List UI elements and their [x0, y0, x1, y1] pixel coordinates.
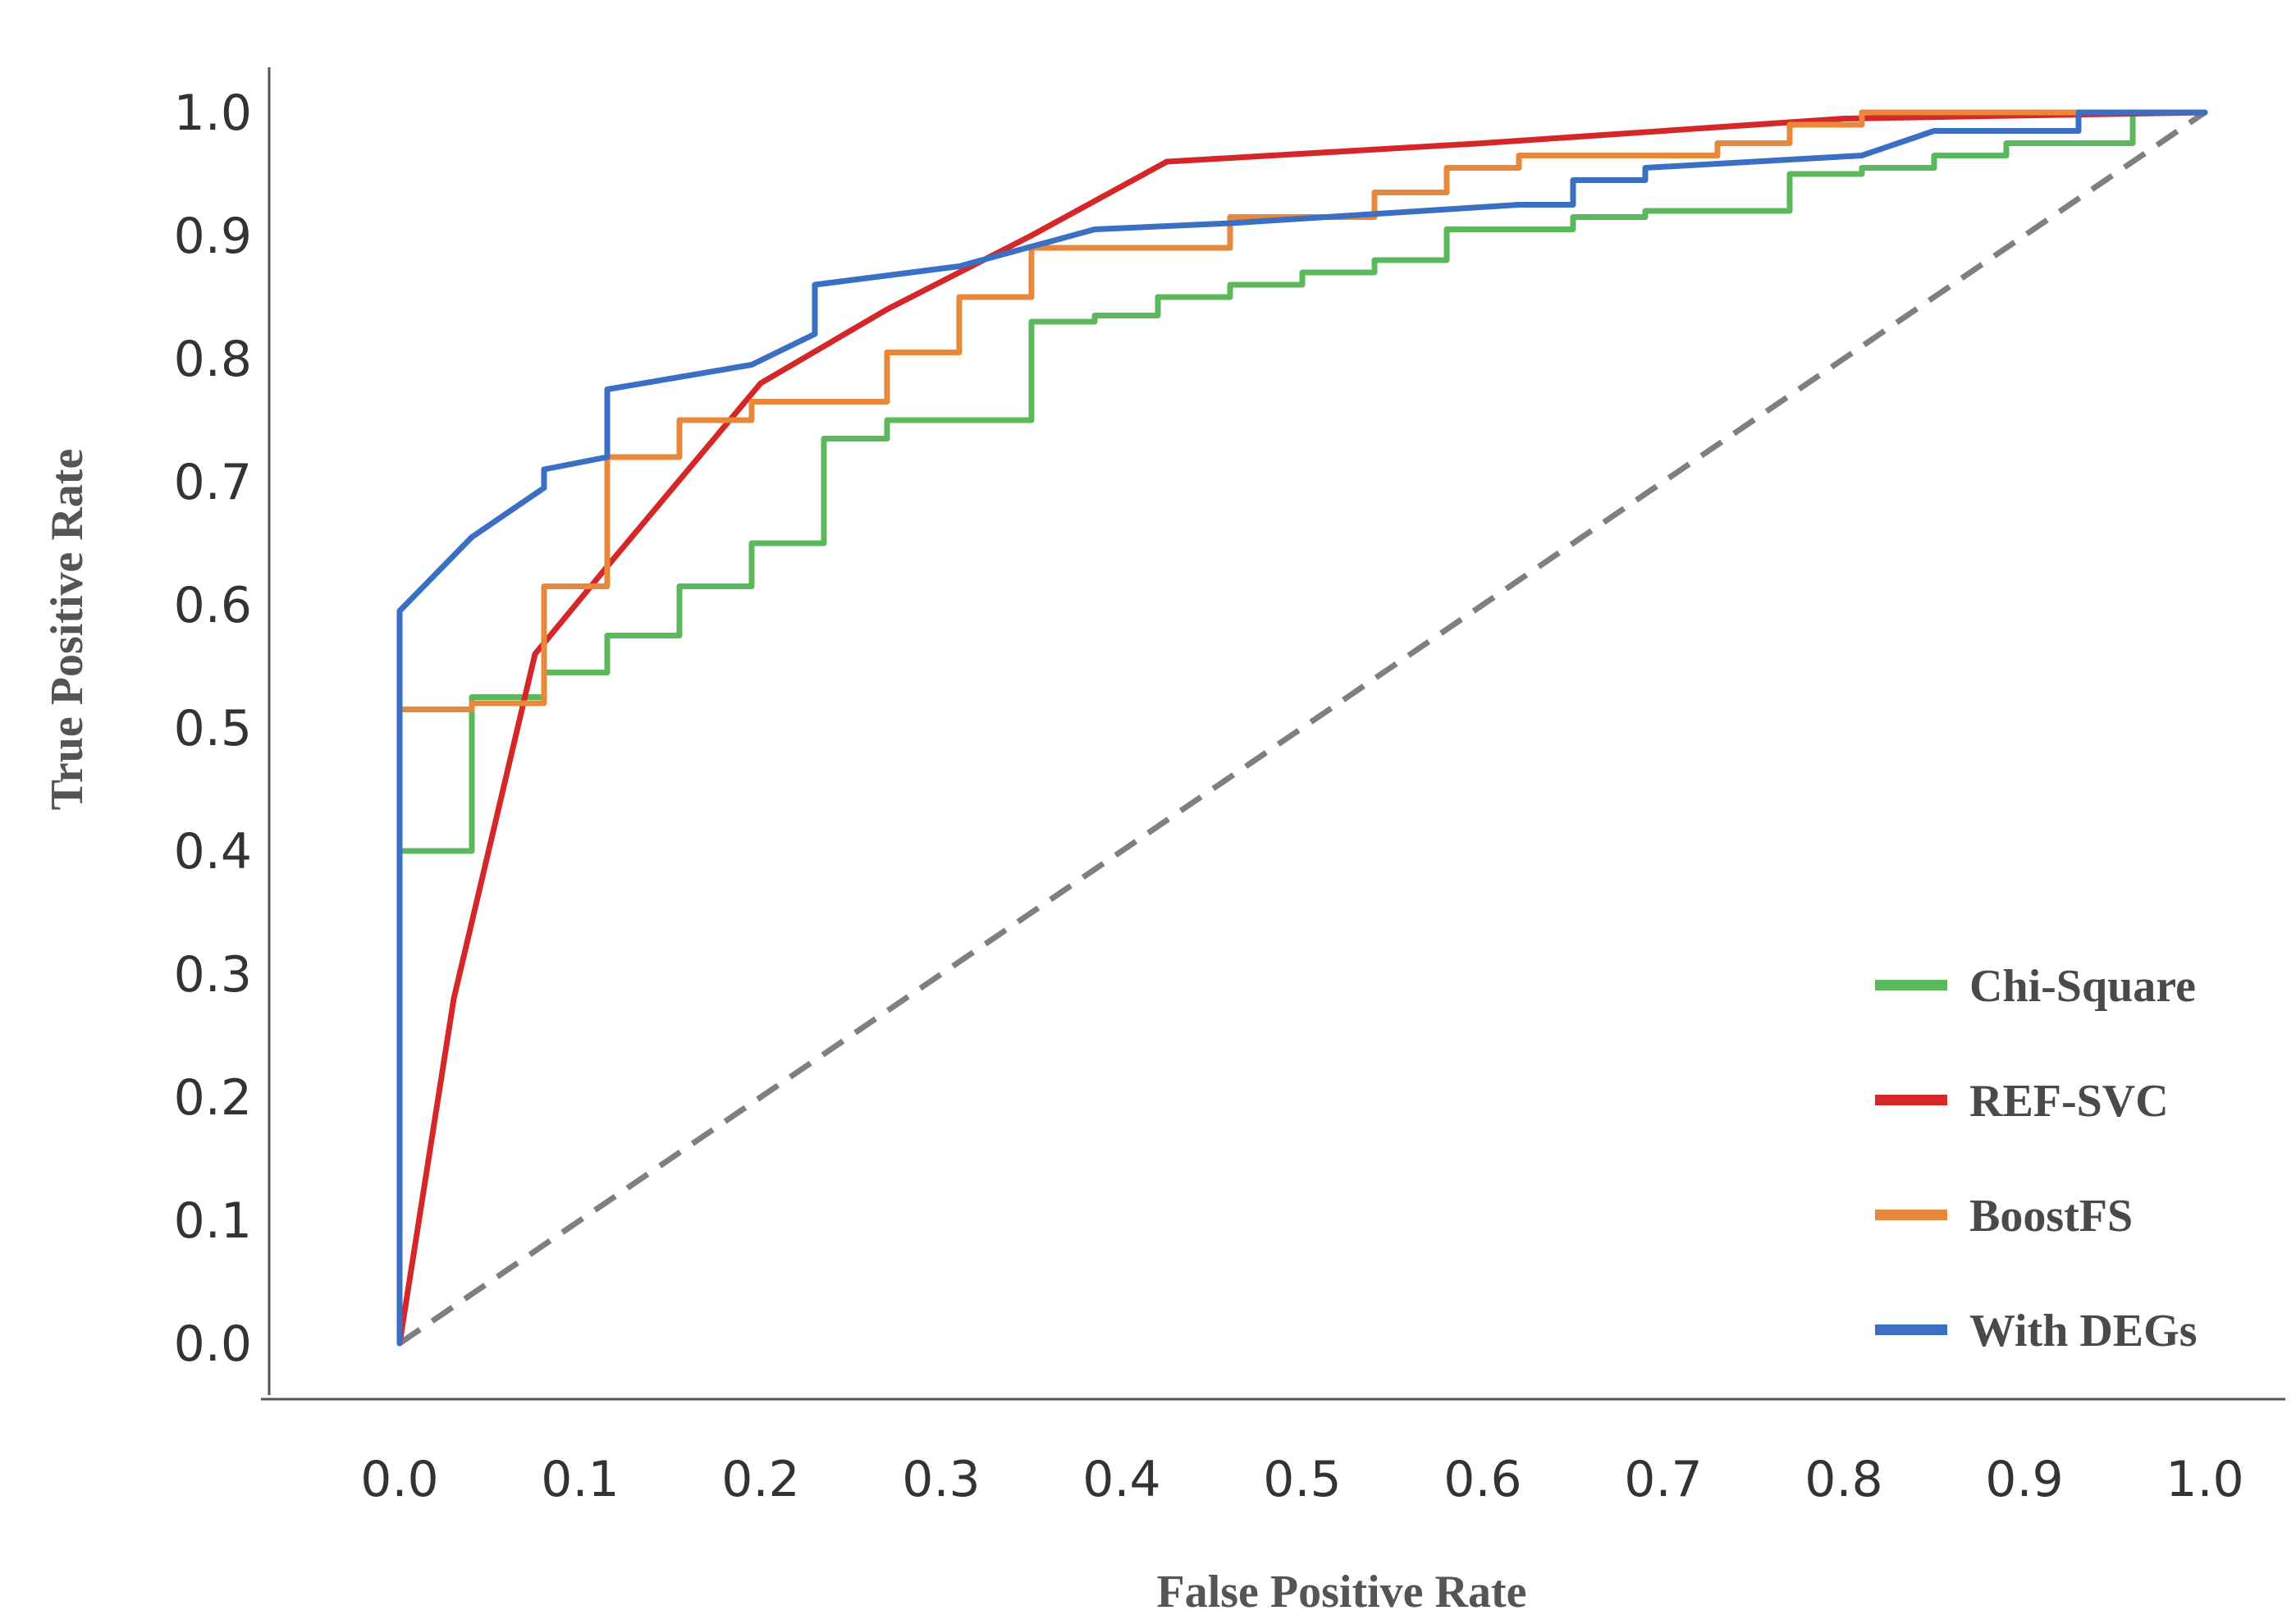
- x-tick-label: 0.2: [721, 1451, 799, 1508]
- legend-swatch-with-degs: [1875, 1324, 1947, 1335]
- legend-label-chi-square: Chi-Square: [1969, 961, 2196, 1012]
- reference-diagonal-line: [398, 110, 2207, 1346]
- legend-swatch-chi-square: [1875, 980, 1947, 990]
- x-tick-label: 0.7: [1624, 1451, 1702, 1508]
- x-tick-label: 0.1: [541, 1451, 619, 1508]
- legend-label-boostfs: BoostFS: [1969, 1191, 2133, 1242]
- x-tick-label: 0.9: [1985, 1451, 2063, 1508]
- series-group: [396, 109, 2208, 1347]
- x-axis-title: False Positive Rate: [1157, 1567, 1527, 1617]
- x-tick-label: 0.8: [1804, 1451, 1882, 1508]
- legend: Chi-Square REF-SVC BoostFS With DEGs: [1875, 961, 2197, 1356]
- x-tick-label: 1.0: [2166, 1451, 2243, 1508]
- y-tick-label: 0.4: [174, 823, 252, 881]
- y-tick-label: 0.1: [174, 1192, 252, 1250]
- series-line-boostfs: [396, 109, 2208, 1347]
- y-tick-label: 0.8: [174, 331, 252, 388]
- reference-line-group: [398, 110, 2207, 1346]
- legend-label-ref-svc: REF-SVC: [1969, 1076, 2169, 1127]
- series-line-ref-svc: [396, 109, 2208, 1347]
- y-tick-labels: 0.0 0.1 0.2 0.3 0.4 0.5 0.6 0.7 0.8 0.9 1.0: [174, 85, 252, 1373]
- y-tick-label: 0.0: [174, 1315, 252, 1373]
- x-tick-label: 0.5: [1263, 1451, 1341, 1508]
- series-line-chi-square: [396, 109, 2208, 1347]
- y-tick-label: 1.0: [174, 85, 252, 142]
- y-tick-label: 0.5: [174, 700, 252, 757]
- y-tick-label: 0.7: [174, 454, 252, 511]
- y-tick-label: 0.9: [174, 208, 252, 265]
- x-tick-labels: 0.0 0.1 0.2 0.3 0.4 0.5 0.6 0.7 0.8 0.9 1.0: [360, 1451, 2243, 1508]
- legend-swatch-boostfs: [1875, 1210, 1947, 1220]
- legend-swatch-ref-svc: [1875, 1095, 1947, 1105]
- x-tick-label: 0.4: [1082, 1451, 1160, 1508]
- y-tick-label: 0.3: [174, 946, 252, 1004]
- x-tick-label: 0.0: [360, 1451, 438, 1508]
- x-tick-label: 0.6: [1443, 1451, 1521, 1508]
- y-tick-label: 0.6: [174, 577, 252, 634]
- y-axis-title: True Positive Rate: [42, 449, 93, 811]
- series-line-with-degs: [396, 109, 2208, 1347]
- y-tick-label: 0.2: [174, 1069, 252, 1127]
- axes: [261, 67, 2285, 1401]
- legend-label-with-degs: With DEGs: [1969, 1306, 2197, 1356]
- x-tick-label: 0.3: [902, 1451, 980, 1508]
